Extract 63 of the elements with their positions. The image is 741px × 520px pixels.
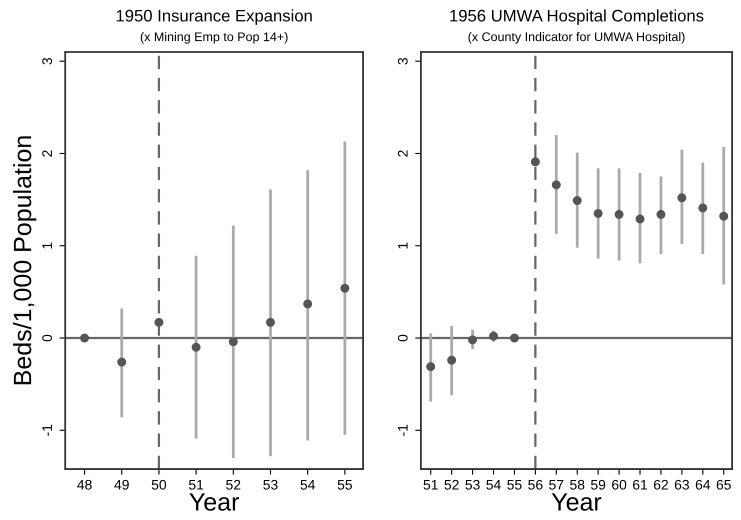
y-tick-label: 1 xyxy=(398,242,408,249)
x-axis-title: Year xyxy=(552,493,602,511)
y-tick-label: -1 xyxy=(398,424,408,436)
y-axis-title: Beds/1,000 Population xyxy=(12,136,36,384)
point xyxy=(719,212,728,221)
point xyxy=(468,335,478,344)
chart-subtitle: (x Mining Emp to Pop 14+) xyxy=(140,32,288,44)
point xyxy=(614,210,624,219)
x-tick-label: 56 xyxy=(528,480,542,490)
point xyxy=(636,214,645,224)
y-tick-label: 1 xyxy=(42,242,52,249)
chart-title: 1956 UMWA Hospital Completions xyxy=(450,9,704,25)
x-tick-label: 55 xyxy=(338,480,352,490)
point xyxy=(340,284,350,293)
x-tick-label: 53 xyxy=(263,480,278,490)
y-tick-label: 2 xyxy=(42,150,52,157)
x-tick-label: 65 xyxy=(716,480,731,490)
y-tick-label: 0 xyxy=(42,334,52,342)
y-tick-label: -1 xyxy=(42,424,52,436)
point xyxy=(698,203,708,212)
point xyxy=(80,334,90,343)
point xyxy=(677,193,686,202)
x-tick-label: 62 xyxy=(654,480,668,490)
point xyxy=(303,299,312,308)
chart-subtitle: (x County Indicator for UMWA Hospital) xyxy=(468,32,685,44)
x-tick-label: 52 xyxy=(226,480,240,490)
point xyxy=(510,334,519,343)
x-tick-label: 58 xyxy=(570,480,584,490)
x-axis-title: Year xyxy=(189,493,239,511)
y-tick-label: 2 xyxy=(398,150,408,157)
x-tick-label: 51 xyxy=(424,480,438,490)
point xyxy=(552,180,561,190)
x-tick-label: 55 xyxy=(507,480,522,490)
x-tick-label: 49 xyxy=(114,480,129,490)
point xyxy=(572,196,582,206)
x-tick-label: 59 xyxy=(590,480,606,490)
x-tick-label: 52 xyxy=(444,480,459,490)
point xyxy=(489,332,498,341)
point xyxy=(192,342,201,352)
y-tick-label: 3 xyxy=(42,58,52,65)
x-tick-label: 63 xyxy=(674,480,689,490)
point xyxy=(228,337,238,346)
x-tick-label: 50 xyxy=(152,480,166,490)
point xyxy=(266,318,275,327)
x-tick-label: 51 xyxy=(188,480,204,490)
x-tick-label: 64 xyxy=(696,480,710,490)
point xyxy=(117,358,126,367)
x-tick-label: 53 xyxy=(465,480,480,490)
y-tick-label: 0 xyxy=(398,334,408,342)
point xyxy=(530,157,540,166)
x-tick-label: 60 xyxy=(612,480,626,490)
x-tick-label: 48 xyxy=(77,480,92,490)
x-tick-label: 57 xyxy=(549,480,564,490)
point xyxy=(594,208,603,218)
y-tick-label: 3 xyxy=(398,58,408,65)
x-tick-label: 61 xyxy=(633,480,648,490)
point xyxy=(447,356,456,365)
point xyxy=(656,210,666,219)
x-tick-label: 54 xyxy=(486,480,501,490)
point xyxy=(154,318,164,327)
chart-title: 1950 Insurance Expansion xyxy=(116,9,312,25)
x-tick-label: 54 xyxy=(300,480,315,490)
point xyxy=(426,362,436,372)
